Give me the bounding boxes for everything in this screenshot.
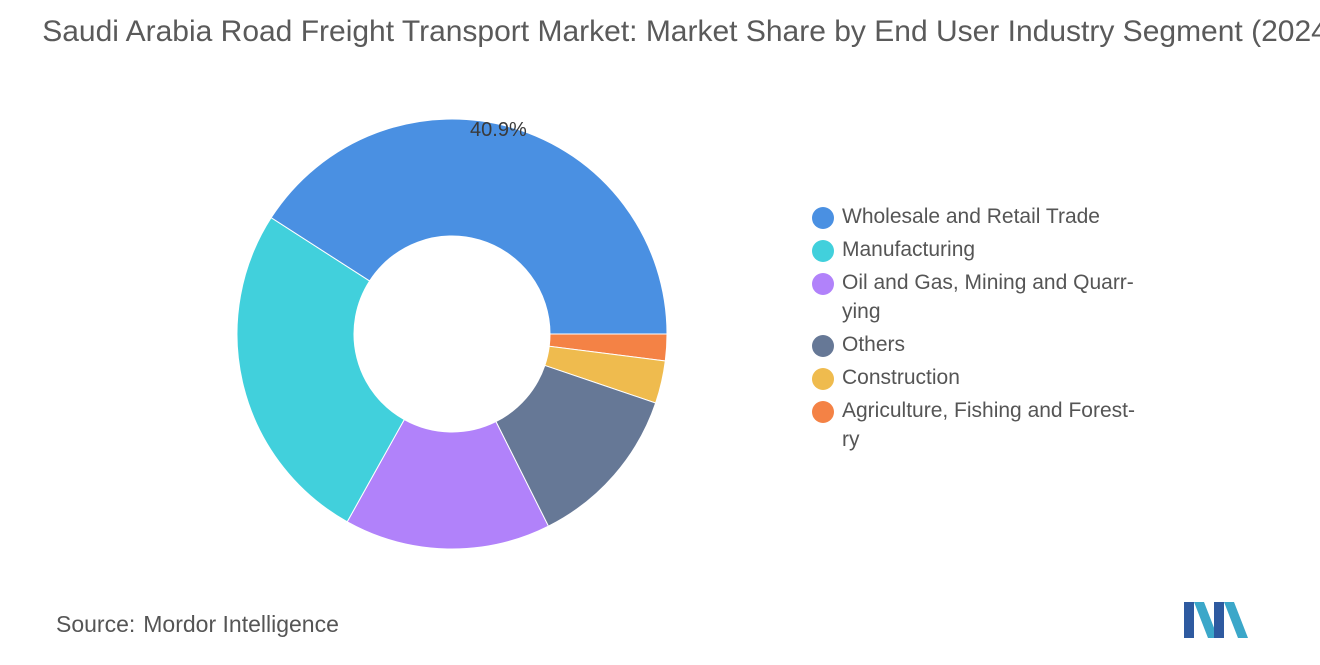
slice-oil-and-gas-mining-and-quarrying bbox=[346, 418, 550, 550]
legend-item: Manufacturing bbox=[812, 235, 1172, 264]
legend-item: Oil and Gas, Mining and Quarr-ying bbox=[812, 268, 1172, 326]
donut-slices bbox=[236, 118, 668, 550]
legend-label: Wholesale and Retail Trade bbox=[842, 205, 1100, 228]
chart-title: Saudi Arabia Road Freight Transport Mark… bbox=[42, 15, 1320, 48]
legend-item: Agriculture, Fishing and Forest-ry bbox=[812, 396, 1172, 454]
legend-swatch bbox=[812, 207, 834, 229]
legend-item: Wholesale and Retail Trade bbox=[812, 202, 1172, 231]
slice-manufacturing bbox=[236, 216, 405, 523]
legend-swatch bbox=[812, 240, 834, 262]
source-value: Mordor Intelligence bbox=[143, 611, 339, 637]
source-label: Source: bbox=[56, 611, 136, 637]
legend-label: Others bbox=[842, 333, 906, 356]
legend-swatch bbox=[812, 401, 834, 423]
legend-label: Construction bbox=[842, 366, 960, 389]
chart-legend: Wholesale and Retail Trade Manufacturing O… bbox=[812, 202, 1172, 458]
legend-label: Oil and Gas, Mining and Quarr-ying bbox=[842, 271, 1134, 323]
data-label-wholesale-and-retail-trade: 40.9% bbox=[470, 119, 527, 141]
legend-item: Others bbox=[812, 330, 1172, 359]
legend-label: Manufacturing bbox=[842, 238, 976, 261]
legend-label: Agriculture, Fishing and Forest-ry bbox=[842, 399, 1135, 451]
mordor-intelligence-logo bbox=[1184, 602, 1248, 638]
source-line: Source: Mordor Intelligence bbox=[56, 611, 339, 638]
legend-swatch bbox=[812, 273, 834, 295]
donut-data-labels: 40.9% bbox=[470, 119, 527, 141]
slice-wholesale-and-retail-trade bbox=[270, 118, 668, 335]
legend-swatch bbox=[812, 335, 834, 357]
legend-swatch bbox=[812, 368, 834, 390]
legend-item: Construction bbox=[812, 363, 1172, 392]
